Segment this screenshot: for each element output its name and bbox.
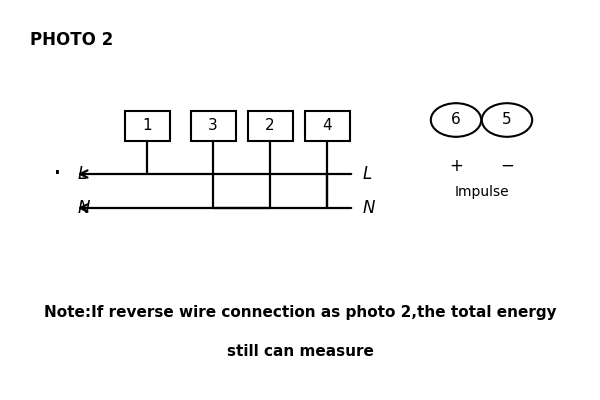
Circle shape [431, 103, 481, 137]
Text: 6: 6 [451, 112, 461, 128]
Text: 2: 2 [265, 118, 275, 134]
Bar [248, 111, 293, 141]
Text: 4: 4 [322, 118, 332, 134]
Text: Note:If reverse wire connection as photo 2,the total energy: Note:If reverse wire connection as photo… [44, 304, 556, 320]
Text: Impulse: Impulse [454, 185, 509, 199]
Text: 1: 1 [142, 118, 152, 134]
Text: still can measure: still can measure [227, 344, 373, 360]
Text: −: − [500, 157, 514, 175]
Circle shape [482, 103, 532, 137]
Text: L: L [363, 165, 372, 183]
Text: PHOTO 2: PHOTO 2 [30, 31, 113, 49]
Text: L: L [78, 165, 87, 183]
Text: +: + [449, 157, 463, 175]
Bar [191, 111, 235, 141]
Text: ·: · [53, 160, 61, 188]
Bar [305, 111, 349, 141]
Text: 3: 3 [208, 118, 218, 134]
Bar [125, 111, 170, 141]
Text: N: N [78, 199, 91, 217]
Text: N: N [363, 199, 376, 217]
Text: 5: 5 [502, 112, 512, 128]
